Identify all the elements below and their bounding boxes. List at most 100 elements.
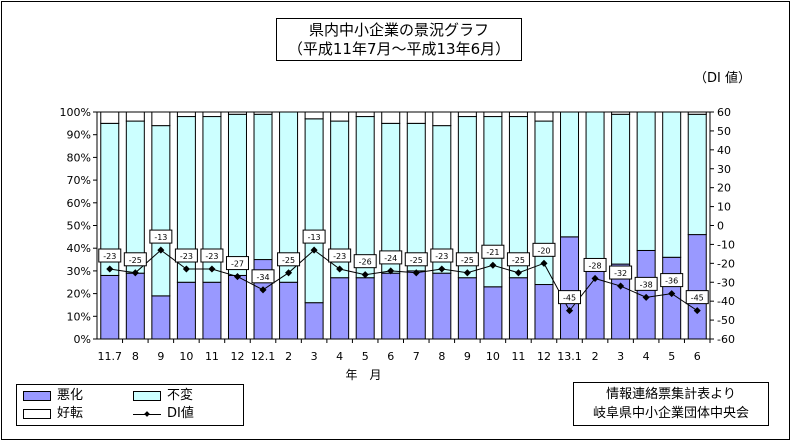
di-data-label: -25	[461, 256, 474, 265]
bar-segment-bad	[534, 284, 554, 340]
x-tick-label: 4	[643, 350, 650, 363]
di-data-label-box	[404, 252, 428, 267]
y-left-tick-label: 90%	[67, 129, 91, 142]
bar-segment-good	[100, 111, 120, 124]
bar-segment-bad	[560, 236, 580, 340]
y-left-tick-label: 0%	[74, 333, 91, 346]
y-right-tick-label: -50	[717, 314, 735, 327]
bar-segment-same	[611, 113, 631, 265]
bar-segment-same	[636, 111, 656, 251]
source-box: 情報連絡票集計表より 岐阜県中小企業団体中央会	[573, 382, 769, 426]
bar-segment-good	[176, 111, 196, 118]
y-left-tick-label: 30%	[67, 265, 91, 278]
x-tick-label: 6	[387, 350, 394, 363]
bar-segment-good	[227, 111, 247, 115]
bar-segment-same	[304, 118, 324, 304]
legend-label-bad: 悪化	[57, 388, 84, 403]
y-right-tick-label: 20	[717, 182, 731, 195]
di-data-label-box	[200, 248, 224, 263]
bar-segment-same	[253, 113, 273, 261]
di-data-label-box	[685, 290, 709, 305]
bar-segment-same	[279, 111, 299, 283]
bar-segment-same	[483, 116, 503, 288]
y-right-tick-label: 60	[717, 106, 731, 119]
di-data-label: -34	[256, 273, 269, 282]
bar-segment-good	[687, 111, 707, 115]
y-right-tick-label: 0	[717, 220, 724, 233]
x-tick-label: 13.1	[557, 350, 582, 363]
di-data-label-box	[123, 252, 147, 267]
bar-segment-good	[125, 111, 145, 122]
y-left-tick-label: 40%	[67, 242, 91, 255]
x-tick-label: 12	[537, 350, 551, 363]
y-right-tick-label: 40	[717, 144, 731, 157]
di-point-marker	[591, 274, 599, 283]
legend-item-di: DI値	[133, 406, 194, 422]
di-data-label: -45	[691, 294, 704, 303]
legend-line-di	[133, 409, 161, 419]
bar-segment-same	[585, 111, 605, 272]
bar-segment-bad	[176, 281, 196, 340]
y-right-tick-label: -20	[717, 257, 735, 270]
legend: 悪化 不変 好転 DI値	[16, 384, 244, 426]
di-point-marker	[540, 259, 548, 267]
di-data-label-box	[98, 248, 122, 263]
y-left-tick-label: 70%	[67, 174, 91, 187]
bar-segment-bad	[457, 277, 477, 340]
bar-segment-same	[227, 113, 247, 276]
di-point-marker	[310, 246, 318, 254]
di-data-label: -20	[537, 246, 550, 255]
di-series-line	[109, 249, 698, 312]
bar-segment-good	[508, 111, 528, 118]
di-data-label-box	[251, 269, 275, 284]
di-data-label-box	[353, 254, 377, 269]
bar-segment-bad	[100, 274, 120, 340]
bar-segment-good	[330, 111, 350, 122]
legend-item-bad: 悪化	[23, 388, 83, 404]
bar-segment-good	[534, 111, 554, 122]
chart-title-line2: （平成11年7月～平成13年6月）	[287, 40, 511, 58]
di-point-marker	[387, 267, 395, 275]
bar-segment-bad	[330, 277, 350, 340]
bar-segment-bad	[227, 274, 247, 340]
x-tick-label: 11	[511, 350, 525, 363]
di-data-label-box	[660, 273, 684, 288]
di-data-label: -23	[435, 252, 448, 261]
y-left-tick-label: 20%	[67, 288, 91, 301]
di-data-label-box	[328, 248, 352, 263]
di-data-label-box	[379, 250, 403, 265]
bar-segment-good	[304, 111, 324, 120]
bar-segment-bad	[151, 295, 171, 340]
di-data-label-box	[634, 276, 658, 291]
di-data-label-box	[277, 252, 301, 267]
di-data-label: -38	[640, 280, 653, 289]
y-right-tick-label: -60	[717, 333, 735, 346]
bar-segment-bad	[406, 270, 426, 340]
x-tick-label: 7	[413, 350, 420, 363]
di-data-label: -24	[384, 254, 397, 263]
di-point-marker	[693, 307, 701, 315]
di-data-label: -27	[231, 260, 244, 269]
di-point-marker	[233, 273, 242, 281]
di-point-marker	[668, 290, 676, 298]
di-point-marker	[565, 307, 574, 315]
di-data-label-box	[174, 248, 198, 263]
bar-segment-bad	[483, 286, 503, 340]
x-tick-label: 4	[336, 350, 343, 363]
di-point-marker	[259, 286, 267, 294]
y-right-tick-label: -30	[717, 276, 735, 289]
bar-segment-bad	[381, 272, 401, 340]
y-left-tick-label: 60%	[67, 197, 91, 210]
di-data-label: -13	[308, 233, 321, 242]
x-tick-label: 8	[438, 350, 445, 363]
di-data-label: -23	[103, 252, 116, 261]
di-point-marker	[642, 293, 650, 301]
y-left-tick-label: 100%	[60, 106, 91, 119]
di-point-marker	[285, 269, 293, 277]
di-data-label: -28	[589, 261, 602, 270]
bar-segment-bad	[508, 277, 528, 340]
di-data-label: -45	[563, 294, 576, 303]
bar-segment-bad	[125, 272, 145, 340]
bar-segment-same	[662, 111, 682, 258]
legend-swatch-same	[133, 390, 161, 401]
